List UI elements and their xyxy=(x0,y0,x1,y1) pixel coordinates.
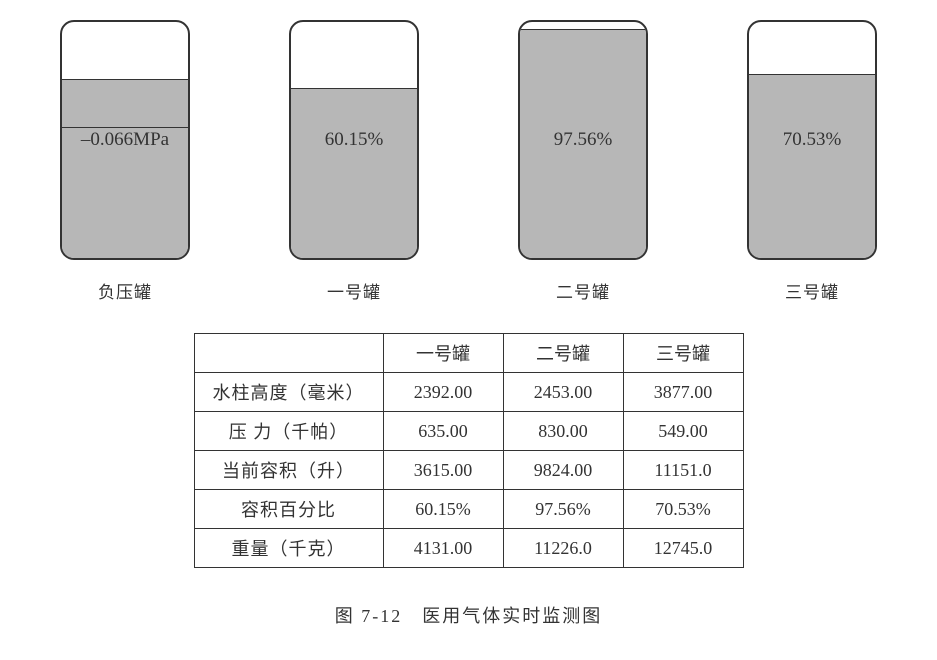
table-header-cell: 二号罐 xyxy=(503,334,623,373)
tank-caption: 一号罐 xyxy=(327,278,381,303)
table-cell: 11151.0 xyxy=(623,451,743,490)
table-row-label: 当前容积（升） xyxy=(194,451,383,490)
table-cell: 3615.00 xyxy=(383,451,503,490)
table-row-label: 水柱高度（毫米） xyxy=(194,373,383,412)
table-row-label: 容积百分比 xyxy=(194,490,383,529)
table-row: 重量（千克）4131.0011226.012745.0 xyxy=(194,529,743,568)
tank-caption: 负压罐 xyxy=(98,278,152,303)
table-cell: 70.53% xyxy=(623,490,743,529)
table-cell: 635.00 xyxy=(383,412,503,451)
tank-value-label: 70.53% xyxy=(783,129,842,151)
table-row-label: 压 力（千帕） xyxy=(194,412,383,451)
table-body: 水柱高度（毫米）2392.002453.003877.00压 力（千帕）635.… xyxy=(194,373,743,568)
table-cell: 2392.00 xyxy=(383,373,503,412)
tank-value-label: –0.066MPa xyxy=(81,129,169,151)
tank-wrapper: –0.066MPa 负压罐 xyxy=(60,20,190,303)
table-header-cell: 三号罐 xyxy=(623,334,743,373)
table-cell: 11226.0 xyxy=(503,529,623,568)
table-cell: 4131.00 xyxy=(383,529,503,568)
table-row: 压 力（千帕）635.00830.00549.00 xyxy=(194,412,743,451)
table-cell: 549.00 xyxy=(623,412,743,451)
table-row: 当前容积（升）3615.009824.0011151.0 xyxy=(194,451,743,490)
table-header-cell xyxy=(194,334,383,373)
table-row: 容积百分比60.15%97.56%70.53% xyxy=(194,490,743,529)
data-table: 一号罐二号罐三号罐 水柱高度（毫米）2392.002453.003877.00压… xyxy=(194,333,744,568)
table-header-cell: 一号罐 xyxy=(383,334,503,373)
table-cell: 60.15% xyxy=(383,490,503,529)
tank-value-label: 97.56% xyxy=(554,129,613,151)
tank: 70.53% xyxy=(747,20,877,260)
table-cell: 3877.00 xyxy=(623,373,743,412)
table-cell: 97.56% xyxy=(503,490,623,529)
tank-caption: 三号罐 xyxy=(785,278,839,303)
table-row: 水柱高度（毫米）2392.002453.003877.00 xyxy=(194,373,743,412)
tank-wrapper: 70.53% 三号罐 xyxy=(747,20,877,303)
table-header-row: 一号罐二号罐三号罐 xyxy=(194,334,743,373)
tank: 97.56% xyxy=(518,20,648,260)
table-cell: 2453.00 xyxy=(503,373,623,412)
tank-fill xyxy=(62,79,188,258)
tank: –0.066MPa xyxy=(60,20,190,260)
tank-fill xyxy=(749,74,875,258)
figure-caption: 图 7-12 医用气体实时监测图 xyxy=(30,602,907,628)
table-cell: 12745.0 xyxy=(623,529,743,568)
table-row-label: 重量（千克） xyxy=(194,529,383,568)
tank-wrapper: 60.15% 一号罐 xyxy=(289,20,419,303)
tank-fill xyxy=(291,88,417,258)
table-cell: 830.00 xyxy=(503,412,623,451)
tanks-row: –0.066MPa 负压罐 60.15% 一号罐 97.56% 二号罐 70.53% 三号罐 xyxy=(30,20,907,303)
tank: 60.15% xyxy=(289,20,419,260)
tank-caption: 二号罐 xyxy=(556,278,610,303)
tank-value-label: 60.15% xyxy=(325,129,384,151)
tank-wrapper: 97.56% 二号罐 xyxy=(518,20,648,303)
table-cell: 9824.00 xyxy=(503,451,623,490)
